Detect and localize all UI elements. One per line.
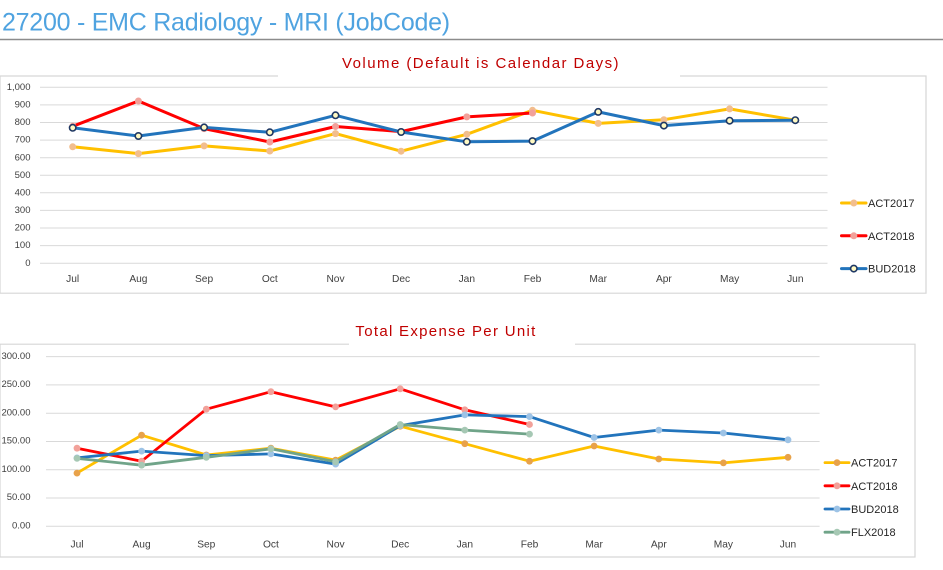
svg-text:Nov: Nov: [327, 539, 346, 550]
svg-text:700: 700: [15, 135, 31, 146]
svg-text:100.00: 100.00: [1, 464, 30, 475]
svg-text:Apr: Apr: [656, 274, 672, 285]
svg-text:Aug: Aug: [129, 274, 147, 285]
svg-text:100: 100: [15, 240, 31, 251]
svg-text:Jun: Jun: [787, 274, 803, 285]
svg-text:ACT2018: ACT2018: [851, 481, 897, 493]
svg-text:600: 600: [15, 152, 31, 163]
svg-text:Jul: Jul: [66, 274, 79, 285]
svg-text:Oct: Oct: [263, 539, 279, 550]
svg-text:Dec: Dec: [391, 539, 409, 550]
svg-text:500: 500: [15, 170, 31, 181]
svg-text:300.00: 300.00: [1, 351, 30, 362]
svg-text:Dec: Dec: [392, 274, 410, 285]
svg-text:Sep: Sep: [197, 539, 215, 550]
svg-text:Feb: Feb: [524, 274, 542, 285]
svg-text:Apr: Apr: [651, 539, 667, 550]
svg-text:250.00: 250.00: [1, 379, 30, 390]
svg-text:300: 300: [15, 205, 31, 216]
svg-text:800: 800: [15, 117, 31, 128]
svg-text:May: May: [720, 274, 740, 285]
svg-text:FLX2018: FLX2018: [851, 527, 896, 539]
svg-text:Aug: Aug: [133, 539, 151, 550]
svg-text:Nov: Nov: [326, 274, 345, 285]
svg-text:Sep: Sep: [195, 274, 213, 285]
svg-text:Oct: Oct: [262, 274, 278, 285]
svg-text:Total Expense Per Unit: Total Expense Per Unit: [355, 323, 536, 340]
svg-text:ACT2017: ACT2017: [868, 198, 914, 210]
svg-text:1,000: 1,000: [7, 82, 31, 93]
svg-text:Mar: Mar: [589, 274, 607, 285]
svg-text:ACT2018: ACT2018: [868, 231, 914, 243]
svg-text:900: 900: [15, 100, 31, 111]
svg-text:150.00: 150.00: [1, 436, 30, 447]
svg-text:Jun: Jun: [780, 539, 796, 550]
svg-text:200.00: 200.00: [1, 407, 30, 418]
svg-text:Mar: Mar: [585, 539, 603, 550]
svg-text:Jan: Jan: [459, 274, 475, 285]
svg-text:27200 - EMC Radiology - MRI (J: 27200 - EMC Radiology - MRI (JobCode): [2, 9, 450, 37]
svg-text:0.00: 0.00: [12, 521, 31, 532]
svg-text:BUD2018: BUD2018: [851, 504, 899, 516]
svg-text:400: 400: [15, 187, 31, 198]
svg-text:0: 0: [25, 258, 30, 269]
svg-text:200: 200: [15, 223, 31, 234]
svg-text:Volume (Default is Calendar Da: Volume (Default is Calendar Days): [342, 55, 620, 72]
svg-text:Jan: Jan: [457, 539, 473, 550]
svg-text:May: May: [714, 539, 734, 550]
svg-text:BUD2018: BUD2018: [868, 264, 916, 276]
svg-text:Feb: Feb: [521, 539, 539, 550]
svg-text:Jul: Jul: [70, 539, 83, 550]
svg-text:50.00: 50.00: [7, 492, 31, 503]
svg-text:ACT2017: ACT2017: [851, 458, 897, 470]
